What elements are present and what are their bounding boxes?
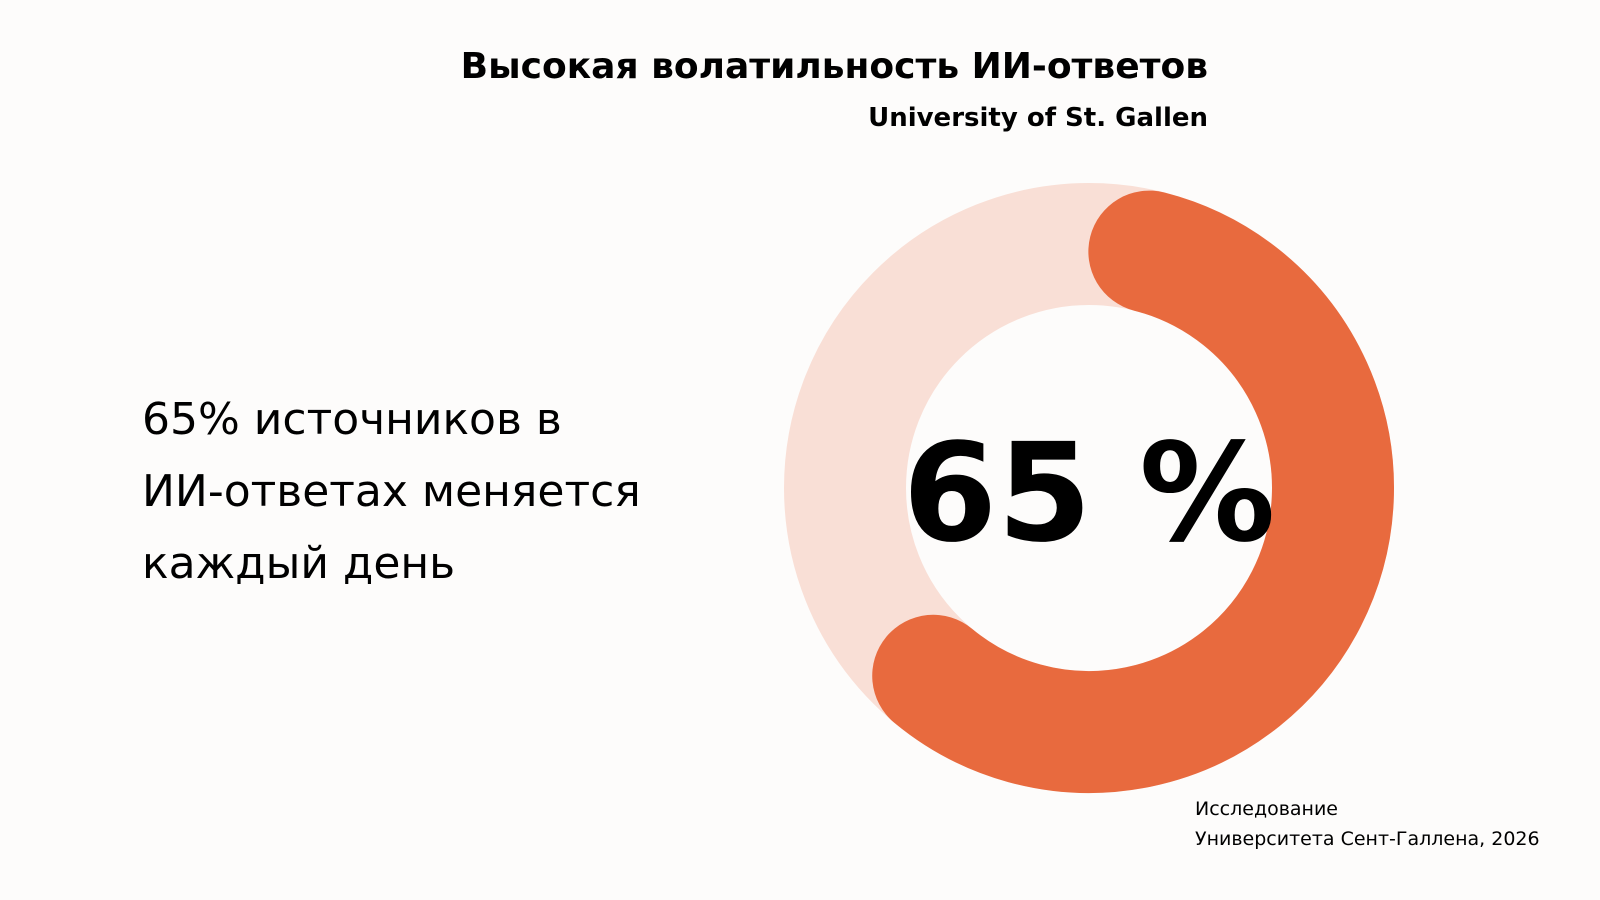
source-line: Исследование [1195, 798, 1338, 820]
chart-title: Высокая волатильность ИИ-ответов [461, 46, 1208, 87]
source-line: Университета Сент-Галлена, 2026 [1195, 828, 1540, 850]
annotation-line: ИИ-ответах меняется [142, 466, 641, 517]
center-value-label: 65 % [903, 415, 1276, 573]
donut-arc [872, 190, 1394, 793]
annotation-line: 65% источников в [142, 394, 562, 445]
annotation-line: каждый день [142, 538, 455, 589]
chart-subtitle: University of St. Gallen [868, 103, 1208, 133]
